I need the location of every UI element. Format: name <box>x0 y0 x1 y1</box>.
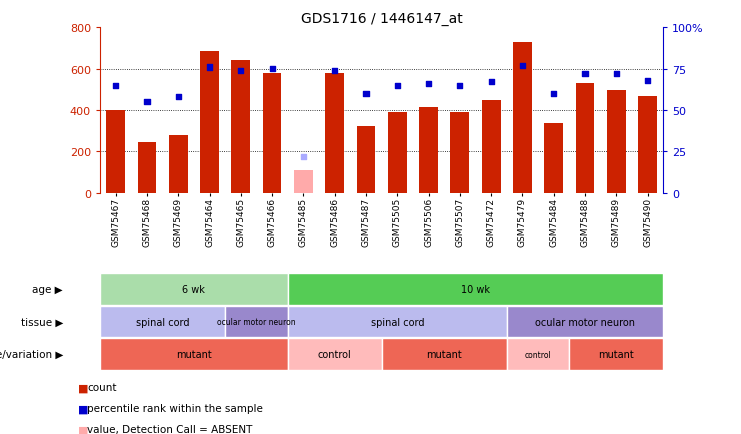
Point <box>235 68 247 75</box>
Bar <box>545 124 563 193</box>
Point <box>141 99 153 106</box>
Point <box>516 62 528 69</box>
Text: percentile rank within the sample: percentile rank within the sample <box>87 404 263 413</box>
Bar <box>325 73 344 193</box>
Bar <box>451 113 469 193</box>
Bar <box>100 306 225 338</box>
Text: ocular motor neuron: ocular motor neuron <box>535 317 635 327</box>
Bar <box>507 306 663 338</box>
Bar <box>288 273 663 305</box>
Point <box>266 66 278 73</box>
Bar <box>169 135 187 193</box>
Point <box>204 64 216 71</box>
Bar <box>200 52 219 193</box>
Text: ■: ■ <box>78 404 88 413</box>
Text: 6 wk: 6 wk <box>182 284 205 294</box>
Bar <box>607 91 625 193</box>
Bar <box>388 113 407 193</box>
Text: spinal cord: spinal cord <box>136 317 190 327</box>
Point <box>422 81 434 88</box>
Bar <box>138 143 156 193</box>
Point <box>173 94 185 101</box>
Bar <box>225 306 288 338</box>
Point <box>360 91 372 98</box>
Text: control: control <box>318 349 351 359</box>
Text: ■: ■ <box>78 383 88 392</box>
Point <box>329 68 341 75</box>
Point <box>454 82 466 89</box>
Text: control: control <box>525 350 551 359</box>
Bar <box>507 339 569 370</box>
Text: count: count <box>87 383 117 392</box>
Point <box>110 82 122 89</box>
Bar <box>100 273 288 305</box>
Bar <box>231 61 250 193</box>
Text: ocular motor neuron: ocular motor neuron <box>217 317 296 326</box>
Bar <box>100 339 288 370</box>
Text: spinal cord: spinal cord <box>370 317 424 327</box>
Point <box>548 91 559 98</box>
Bar <box>106 111 125 193</box>
Point <box>485 79 497 86</box>
Point <box>611 71 622 78</box>
Text: mutant: mutant <box>426 349 462 359</box>
Bar <box>482 100 500 193</box>
Bar <box>419 108 438 193</box>
Bar <box>288 339 382 370</box>
Bar <box>263 73 282 193</box>
Text: 10 wk: 10 wk <box>461 284 490 294</box>
Bar <box>382 339 507 370</box>
Point <box>297 153 309 160</box>
Text: mutant: mutant <box>176 349 212 359</box>
Text: value, Detection Call = ABSENT: value, Detection Call = ABSENT <box>87 424 253 434</box>
Text: age ▶: age ▶ <box>33 284 63 294</box>
Point <box>391 82 403 89</box>
Bar <box>513 43 532 193</box>
Point <box>642 78 654 85</box>
Title: GDS1716 / 1446147_at: GDS1716 / 1446147_at <box>301 12 462 26</box>
Text: tissue ▶: tissue ▶ <box>21 317 63 327</box>
Point <box>579 71 591 78</box>
Bar <box>356 127 376 193</box>
Text: ■: ■ <box>78 424 88 434</box>
Bar <box>294 171 313 193</box>
Bar <box>569 339 663 370</box>
Bar <box>576 84 594 193</box>
Bar <box>288 306 507 338</box>
Bar <box>638 97 657 193</box>
Text: genotype/variation ▶: genotype/variation ▶ <box>0 349 63 359</box>
Text: mutant: mutant <box>599 349 634 359</box>
